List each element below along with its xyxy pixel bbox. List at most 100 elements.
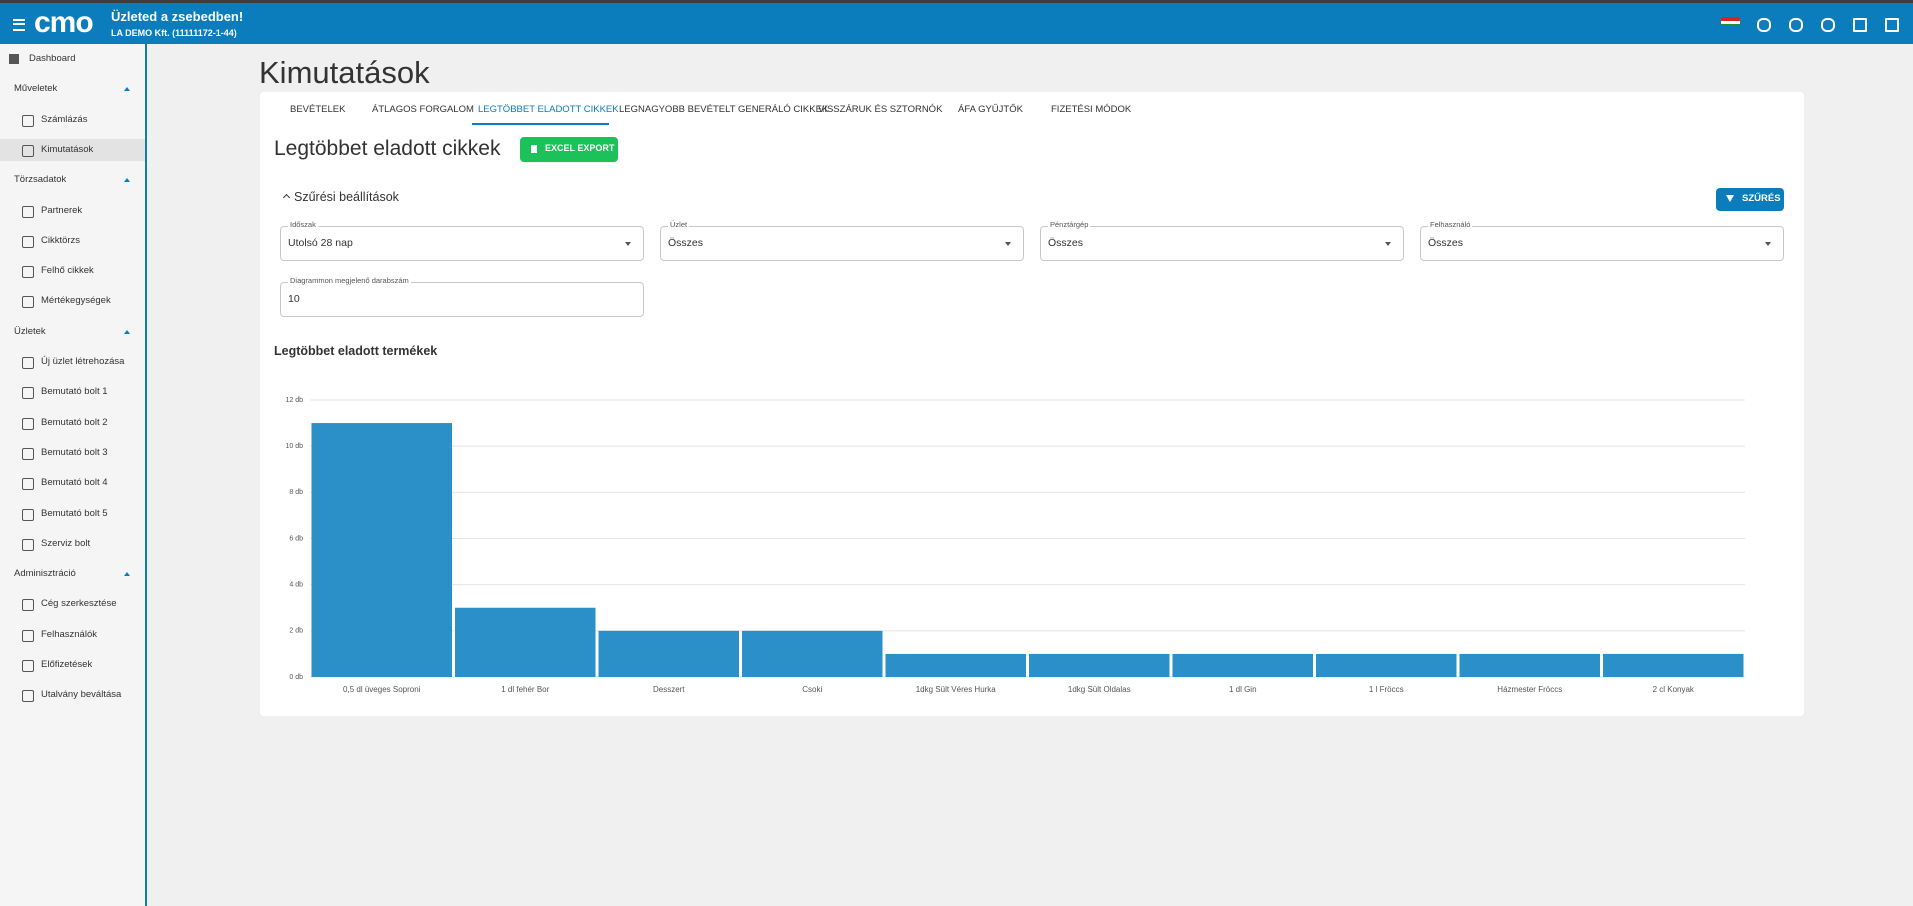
nav-icon: [9, 54, 19, 64]
nav-item[interactable]: Cikktörzs: [41, 234, 81, 246]
profile[interactable]: [1789, 18, 1803, 32]
field-label: Pénztárgép: [1048, 220, 1091, 229]
nav-icon: [22, 508, 34, 521]
nav-item[interactable]: Bemutató bolt 2: [41, 416, 108, 428]
x-tick-label: 1 dl Gin: [1229, 685, 1257, 694]
nav-item[interactable]: Dashboard: [29, 53, 76, 64]
bar: [885, 653, 1026, 677]
nav-icon: [22, 296, 34, 309]
bar: [598, 630, 739, 677]
y-tick-label: 8 db: [289, 489, 303, 496]
nav-item[interactable]: Új üzlet létrehozása: [41, 356, 125, 367]
active-item-bg: [0, 138, 145, 161]
y-tick-label: 6 db: [289, 535, 303, 542]
field-value: 10: [288, 293, 300, 305]
flag-mid: [1721, 21, 1740, 24]
collapse-caret: [124, 87, 130, 92]
export-icon: [531, 145, 537, 153]
nav-item[interactable]: Bemutató bolt 4: [41, 477, 108, 489]
tab[interactable]: FIZETÉSI MÓDOK: [1051, 104, 1132, 115]
nav-item[interactable]: Bemutató bolt 1: [41, 386, 108, 398]
tab-indicator: [472, 123, 609, 125]
nav-group[interactable]: Üzletek: [14, 325, 46, 337]
filter-field[interactable]: [280, 282, 644, 317]
field-label: Felhasználó: [1428, 220, 1473, 229]
bar: [1316, 653, 1457, 677]
x-tick-label: 1 l Fröccs: [1369, 685, 1404, 694]
dropdown-arrow: [625, 242, 631, 246]
collapse-caret: [124, 329, 130, 334]
nav-item[interactable]: Felhő cikkek: [41, 265, 94, 277]
nav-item[interactable]: Cég szerkesztése: [41, 598, 117, 610]
filter-field[interactable]: [660, 226, 1024, 261]
nav-icon: [22, 599, 34, 612]
tab[interactable]: VISSZÁRUK ÉS SZTORNÓK: [818, 104, 943, 115]
tab[interactable]: LEGTÖBBET ELADOTT CIKKEK: [478, 104, 619, 115]
bar: [1029, 653, 1170, 677]
tab[interactable]: LEGNAGYOBB BEVÉTELT GENERÁLÓ CIKKEK: [619, 104, 829, 115]
filter-button-bg[interactable]: [1716, 188, 1784, 211]
nav-icon: [22, 114, 34, 127]
nav-item[interactable]: Előfizetések: [41, 659, 93, 670]
nav-item[interactable]: Mértékegységek: [41, 295, 111, 307]
nav-icon: [22, 690, 34, 703]
field-value: Összes: [1428, 237, 1464, 249]
nav-item[interactable]: Utalvány beváltása: [41, 689, 122, 701]
company-switch[interactable]: [1853, 18, 1867, 32]
nav-icon: [22, 387, 34, 400]
filter-field[interactable]: [1420, 226, 1784, 261]
nav-icon: [22, 357, 34, 369]
nav-item[interactable]: Felhasználók: [41, 628, 97, 640]
section-title: Legtöbbet eladott cikkek: [274, 137, 501, 160]
collapse-caret: [124, 178, 130, 183]
bar: [455, 607, 596, 677]
field-label: Üzlet: [668, 220, 690, 229]
bar: [311, 423, 452, 677]
x-tick-label: 0,5 dl üveges Soproni: [343, 685, 421, 694]
menu-icon[interactable]: [13, 19, 25, 31]
nav-item[interactable]: Kimutatások: [41, 143, 94, 155]
nav-item[interactable]: Partnerek: [41, 204, 83, 216]
filter-title[interactable]: Szűrési beállítások: [294, 190, 399, 204]
menu-icon-mid: [13, 23, 25, 25]
nav-item[interactable]: Bemutató bolt 5: [41, 507, 108, 519]
y-tick-label: 2 db: [289, 628, 303, 635]
field-value: Utolsó 28 nap: [288, 237, 353, 249]
nav-group[interactable]: Műveletek: [14, 83, 58, 95]
dark-mode[interactable]: [1821, 18, 1835, 32]
dropdown-arrow: [1005, 242, 1011, 246]
bar: [742, 630, 883, 677]
tab[interactable]: ÁFA GYŰJTŐK: [958, 104, 1023, 115]
y-tick-label: 4 db: [289, 582, 303, 589]
x-tick-label: 1 dl fehér Bor: [501, 685, 549, 694]
logo: cmo: [34, 6, 94, 39]
nav-item[interactable]: Bemutató bolt 3: [41, 446, 108, 458]
nav-icon: [22, 660, 34, 672]
export-button[interactable]: EXCEL EXPORT: [545, 143, 615, 153]
nav-group[interactable]: Adminisztráció: [14, 568, 76, 580]
filter-field[interactable]: [1040, 226, 1404, 261]
nav-item[interactable]: Számlázás: [41, 113, 88, 125]
bar: [1459, 653, 1600, 677]
x-tick-label: 1dkg Sült Oldalas: [1068, 685, 1131, 694]
field-value: Összes: [668, 237, 704, 249]
logout[interactable]: [1885, 18, 1899, 32]
y-tick-label: 0 db: [289, 674, 303, 681]
field-value: Összes: [1048, 237, 1084, 249]
nav-group[interactable]: Törzsadatok: [14, 174, 67, 186]
nav-item[interactable]: Szerviz bolt: [41, 537, 91, 549]
app-bar: [0, 3, 1913, 44]
filter-field[interactable]: [280, 226, 644, 261]
tab[interactable]: ÁTLAGOS FORGALOM: [372, 104, 474, 115]
notifications[interactable]: [1757, 18, 1771, 32]
nav-icon: [22, 478, 34, 491]
filter-button[interactable]: SZŰRÉS: [1742, 193, 1781, 204]
bar: [1603, 653, 1744, 677]
nav-icon: [22, 538, 34, 551]
chart-title: Legtöbbet eladott termékek: [274, 344, 438, 358]
sidebar: [0, 44, 147, 906]
field-label: Diagrammon megjelenő darabszám: [288, 276, 411, 285]
tab[interactable]: BEVÉTELEK: [290, 104, 346, 115]
nav-icon: [22, 235, 34, 248]
